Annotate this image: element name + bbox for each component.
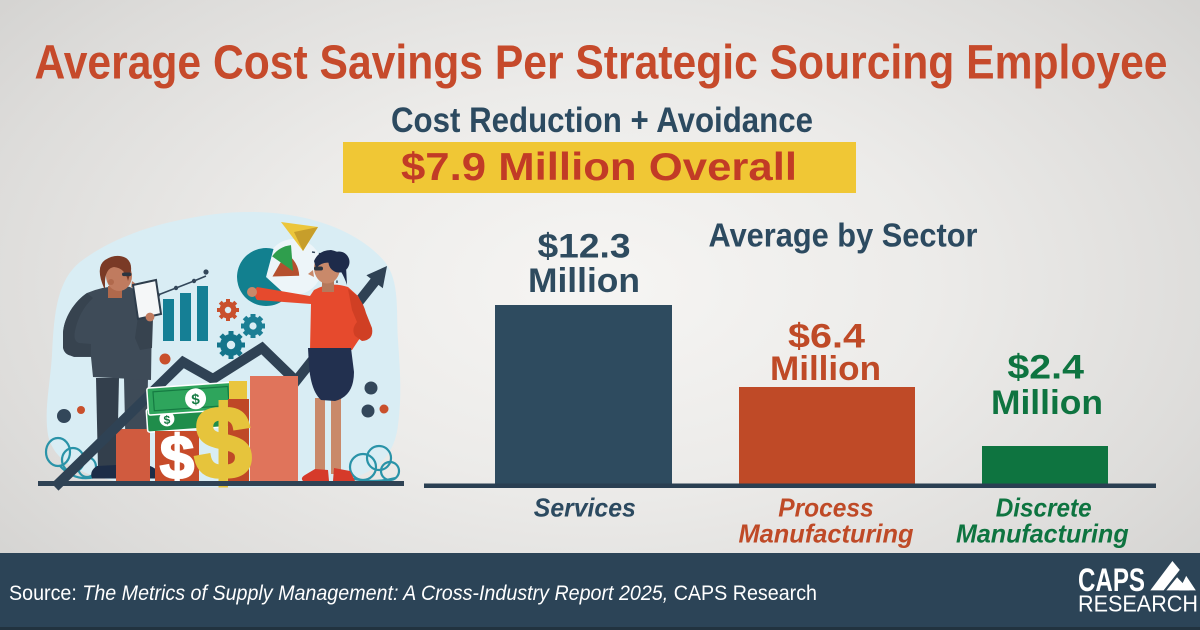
svg-text:$2.4: $2.4 — [1007, 348, 1084, 386]
svg-text:Million: Million — [991, 384, 1103, 422]
svg-text:Average by Sector: Average by Sector — [709, 217, 978, 254]
svg-text:Source: The Metrics of Supply: Source: The Metrics of Supply Management… — [9, 582, 817, 605]
svg-text:$: $ — [163, 413, 171, 427]
svg-text:Average Cost Savings Per Strat: Average Cost Savings Per Strategic Sourc… — [35, 37, 1168, 90]
svg-text:Process: Process — [778, 493, 873, 523]
svg-text:$: $ — [191, 391, 201, 409]
svg-text:$6.4: $6.4 — [788, 318, 865, 356]
svg-text:$12.3: $12.3 — [538, 228, 631, 266]
svg-text:Discrete: Discrete — [996, 493, 1092, 523]
svg-text:Million: Million — [528, 262, 640, 300]
svg-text:Manufacturing: Manufacturing — [739, 519, 914, 549]
svg-text:Manufacturing: Manufacturing — [956, 519, 1129, 549]
svg-text:Million: Million — [770, 350, 881, 388]
svg-text:CAPS: CAPS — [1078, 562, 1145, 598]
svg-text:$7.9 Million Overall: $7.9 Million Overall — [401, 146, 797, 189]
svg-text:RESEARCH: RESEARCH — [1078, 590, 1198, 616]
svg-text:Services: Services — [534, 493, 636, 523]
svg-text:Cost Reduction + Avoidance: Cost Reduction + Avoidance — [391, 101, 813, 140]
